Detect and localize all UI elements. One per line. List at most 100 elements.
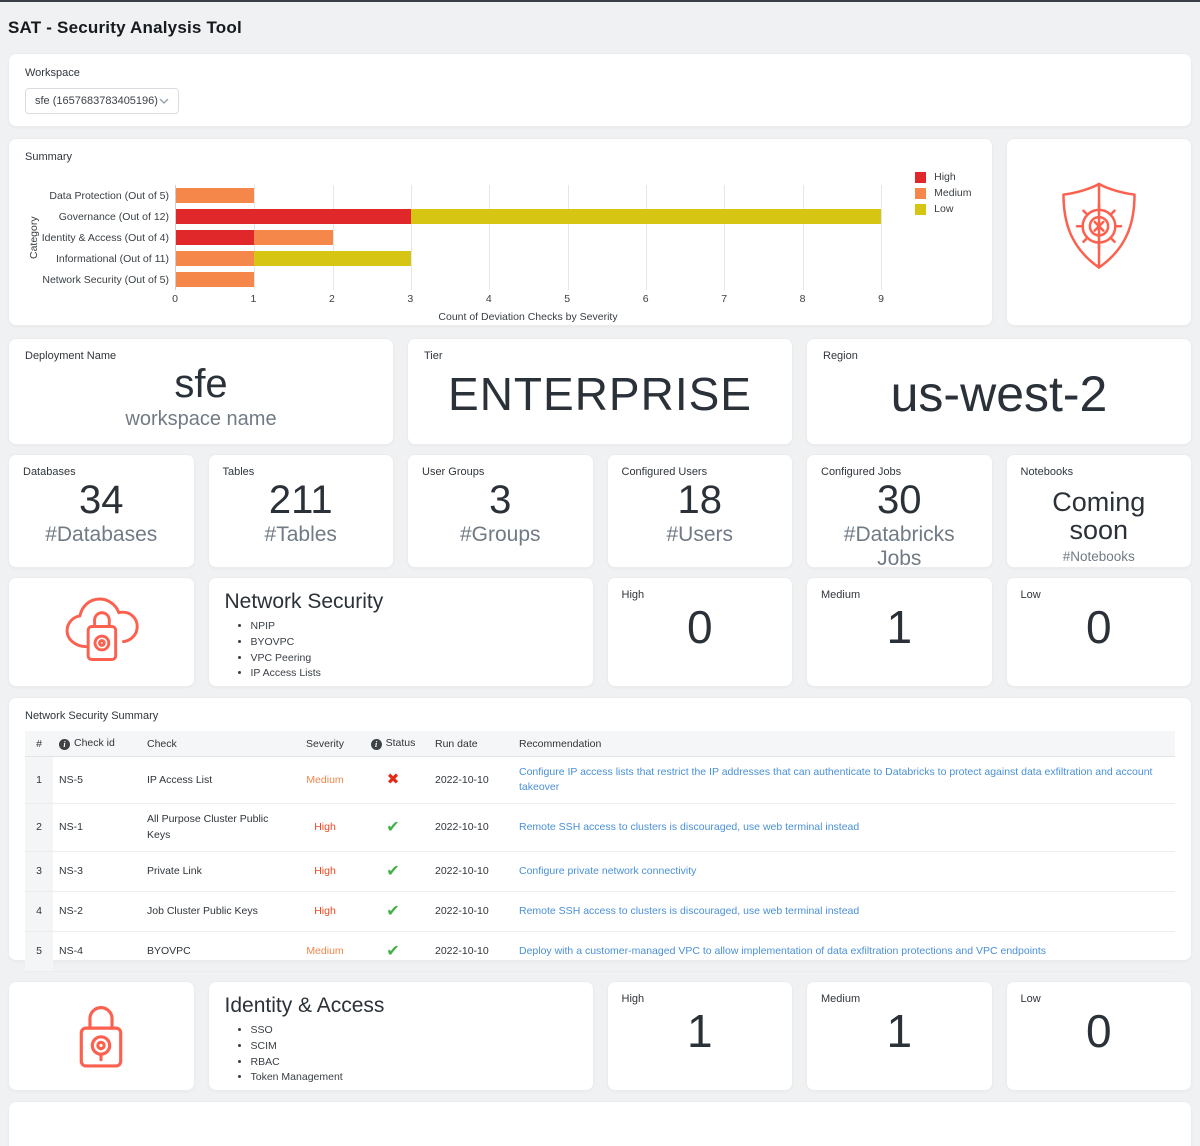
legend-item-medium[interactable]: Medium [915,187,972,199]
bar-segment-medium [176,272,255,287]
status-icon: ✔ [386,943,400,961]
chart-category-label: Informational (Out of 11) [55,252,169,265]
col-header-severity[interactable]: Severity [293,731,357,757]
network-security-row: Network Security NPIP BYOVPC VPC Peering… [8,577,1192,687]
table-header-row: # i Check id Check Severity i Status Run d… [25,731,1175,757]
count-label: Low [1020,993,1041,1005]
count-label: Medium [821,993,861,1005]
run-date-cell: 2022-10-10 [429,891,513,933]
security-shield-icon [1061,182,1136,269]
stat-card-tables: Tables 211 #Tables [207,454,394,568]
chart-category-labels: Data Protection (Out of 5) Governance (Ou… [42,185,175,323]
stat-label: User Groups [422,466,485,478]
count-value: 1 [886,601,913,653]
list-item: SSO [251,1023,577,1039]
legend-item-low[interactable]: Low [915,203,971,215]
bar-segment-low [254,251,411,266]
stat-sub: #Tables [264,523,337,546]
count-label: High [621,993,645,1005]
deployment-name-card: Deployment Name sfe workspace name [8,338,394,445]
recommendation-cell: Configure private network connectivity [513,851,1175,893]
check-cell: Private Link [141,851,293,893]
table-row: 4 NS-2 Job Cluster Public Keys High ✔ 20… [25,891,1175,933]
status-icon: ✔ [386,903,400,921]
shield-card [1005,138,1192,326]
network-security-summary-card: Network Security Summary # i Check id Che… [8,697,1192,973]
chart-x-tick-label: 9 [878,293,884,305]
check-cell: Job Cluster Public Keys [141,891,293,933]
chart-x-tick-label: 8 [799,293,806,305]
identity-access-title: Identity & Access [224,994,385,1017]
network-security-title: Network Security [224,590,384,613]
col-header-check[interactable]: Check [141,731,293,757]
status-icon: ✔ [386,819,400,837]
check-cell: BYOVPC [141,931,293,973]
stat-sub: #Groups [459,523,541,546]
list-item: IP Access Lists [251,666,577,682]
deployment-name-label: Deployment Name [25,350,117,362]
recommendation-link[interactable]: Deploy with a customer-managed VPC to al… [519,945,1047,958]
stat-label: Configured Jobs [821,466,902,478]
list-item: VPC Peering [251,651,577,667]
run-date-cell: 2022-10-10 [429,851,513,893]
table-title: Network Security Summary [25,710,159,722]
count-label: Low [1020,589,1041,601]
legend-swatch-high [915,171,927,183]
check-id-cell: NS-3 [53,851,141,893]
row-num: 4 [25,891,53,933]
run-date-cell: 2022-10-10 [429,931,513,973]
list-item: RBAC [251,1055,577,1071]
count-value: 1 [686,1005,713,1057]
summary-chart-card: Summary Category Data Protection (Out of… [8,138,993,326]
severity-cell: High [293,891,357,933]
stat-sub: #Databricks Jobs [843,523,955,570]
check-id-cell: NS-1 [53,803,141,852]
count-label: Medium [821,589,861,601]
stat-value: 211 [268,478,333,522]
col-header-status[interactable]: i Status [357,731,429,757]
page-title: SAT - Security Analysis Tool [8,18,242,37]
chart-x-tick-label: 7 [721,293,728,305]
check-id-cell: NS-2 [53,891,141,933]
severity-cell: Medium [293,756,357,805]
chart-gridline [567,185,569,290]
chart-x-axis-title: Count of Deviation Checks by Severity [438,311,618,323]
next-section-card [8,1101,1192,1146]
col-header-check-id[interactable]: i Check id [53,731,141,757]
table-row: 2 NS-1 All Purpose Cluster Public Keys H… [25,803,1175,852]
tier-card: Tier ENTERPRISE [407,338,793,445]
col-header-recommendation[interactable]: Recommendation [513,731,1175,757]
status-icon: ✖ [386,771,400,789]
recommendation-link[interactable]: Remote SSH access to clusters is discour… [519,905,860,918]
check-cell: All Purpose Cluster Public Keys [141,803,293,852]
legend-swatch-medium [915,187,927,199]
workspace-select[interactable]: sfe (1657683783405196) [25,88,179,114]
deployment-name-value: sfe [174,362,228,406]
info-icon: i [370,739,382,750]
chart-category-label: Governance (Out of 12) [58,210,169,223]
recommendation-link[interactable]: Remote SSH access to clusters is discour… [519,821,860,834]
network-security-icon-card [8,577,195,687]
chart-plot [175,185,882,290]
tier-value: ENTERPRISE [448,368,752,420]
chart-legend: High Medium Low [915,171,972,219]
row-num: 2 [25,803,53,852]
col-header-num[interactable]: # [25,731,53,757]
chart-y-axis-title: Category [28,216,40,259]
recommendation-link[interactable]: Configure private network connectivity [519,864,697,877]
workspace-card: Workspace sfe (1657683783405196) [8,53,1192,127]
stats-row: Databases 34 #Databases Tables 211 #Tabl… [8,454,1192,570]
legend-item-high[interactable]: High [915,171,971,183]
status-cell: ✔ [357,931,429,973]
chart-bar-row [176,227,881,248]
ns-high-card: High 0 [606,577,793,687]
status-cell: ✔ [357,803,429,852]
stat-label: Configured Users [621,466,708,478]
bar-segment-low [411,209,881,224]
chart-gridline [802,185,804,290]
summary-row: Summary Category Data Protection (Out of… [8,138,1192,326]
stat-card-notebooks: Notebooks Coming soon #Notebooks [1005,454,1192,568]
recommendation-link[interactable]: Configure IP access lists that restrict … [519,766,1153,794]
row-num: 5 [25,931,53,973]
col-header-run-date[interactable]: Run date [429,731,513,757]
